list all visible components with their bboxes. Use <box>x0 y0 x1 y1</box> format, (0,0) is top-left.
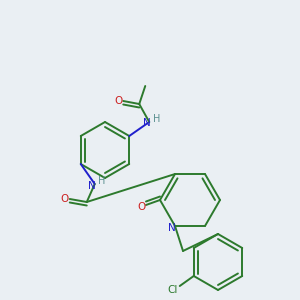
Text: N: N <box>88 181 96 191</box>
Text: O: O <box>114 96 122 106</box>
Text: N: N <box>143 118 151 128</box>
Text: N: N <box>168 223 176 233</box>
Text: H: H <box>153 114 160 124</box>
Text: Cl: Cl <box>168 285 178 295</box>
Text: H: H <box>98 176 105 186</box>
Text: O: O <box>61 194 69 204</box>
Text: O: O <box>137 202 145 212</box>
